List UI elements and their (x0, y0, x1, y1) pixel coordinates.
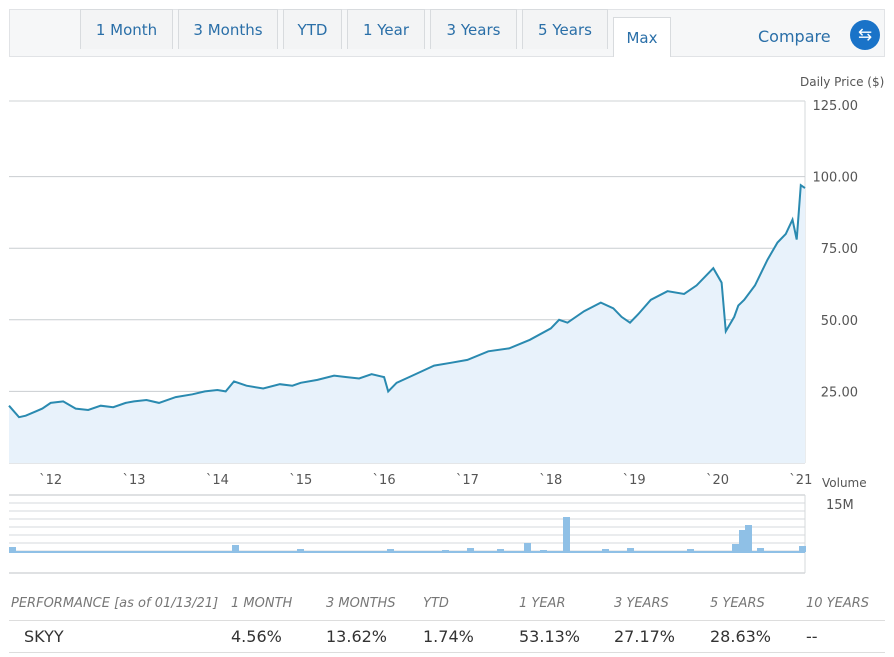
volume-bar (297, 549, 304, 552)
perf-value-3-years: 27.17% (614, 627, 676, 646)
volume-bar (757, 548, 764, 552)
x-tick-label: `13 (123, 473, 146, 488)
perf-col-10-years: 10 YEARS (806, 596, 870, 611)
volume-bar (732, 544, 739, 552)
volume-bar (9, 547, 16, 552)
volume-axis-title: Volume (822, 476, 867, 490)
volume-tick-label: 15M (826, 498, 854, 513)
x-tick-label: `15 (289, 473, 312, 488)
volume-bar (540, 550, 547, 552)
volume-bar (745, 525, 752, 552)
y-tick-label: 75.00 (821, 242, 858, 257)
y-tick-label: 25.00 (821, 385, 858, 400)
tab-3-years[interactable]: 3 Years (430, 9, 517, 49)
y-tick-label: 50.00 (821, 314, 858, 329)
perf-value-5-years: 28.63% (710, 627, 772, 646)
volume-bar (467, 548, 474, 552)
volume-bar (799, 546, 806, 552)
perf-col-3-years: 3 YEARS (614, 596, 669, 611)
y-tick-label: 125.00 (813, 99, 859, 114)
swap-arrows-icon[interactable]: ⇆ (850, 20, 880, 50)
performance-header-label: PERFORMANCE [as of 01/13/21] (11, 596, 219, 611)
perf-col-ytd: YTD (423, 596, 449, 611)
perf-value-ytd: 1.74% (423, 627, 474, 646)
price-area-fill (9, 185, 805, 463)
x-tick-label: `12 (39, 473, 62, 488)
y-tick-label: 100.00 (813, 171, 859, 186)
perf-col-3-months: 3 MONTHS (326, 596, 396, 611)
volume-bar (627, 548, 634, 552)
x-tick-label: `20 (706, 473, 729, 488)
perf-value-10-years: -- (806, 627, 818, 646)
tab-1-year[interactable]: 1 Year (347, 9, 425, 49)
volume-bar (687, 549, 694, 552)
perf-col-1-year: 1 YEAR (519, 596, 566, 611)
volume-bar (442, 550, 449, 552)
perf-col-1-month: 1 MONTH (231, 596, 293, 611)
perf-ticker: SKYY (24, 627, 64, 646)
compare-link[interactable]: Compare (758, 27, 831, 46)
perf-value-1-year: 53.13% (519, 627, 581, 646)
perf-divider-bottom (9, 652, 885, 653)
tab-5-years[interactable]: 5 Years (522, 9, 608, 49)
perf-value-3-months: 13.62% (326, 627, 388, 646)
volume-bar (602, 549, 609, 552)
perf-divider (9, 620, 885, 621)
x-tick-label: `16 (373, 473, 396, 488)
volume-bar (497, 549, 504, 552)
x-tick-label: `18 (539, 473, 562, 488)
volume-bar (524, 543, 531, 552)
volume-bar (563, 517, 570, 552)
tab-3-months[interactable]: 3 Months (178, 9, 278, 49)
volume-bar (387, 549, 394, 552)
tab-ytd[interactable]: YTD (283, 9, 342, 49)
perf-value-1-month: 4.56% (231, 627, 282, 646)
x-tick-label: `21 (789, 473, 812, 488)
x-tick-label: `19 (623, 473, 646, 488)
tab-max[interactable]: Max (613, 17, 671, 57)
tab-1-month[interactable]: 1 Month (80, 9, 173, 49)
price-line (8, 183, 806, 419)
perf-col-5-years: 5 YEARS (710, 596, 765, 611)
x-tick-label: `17 (456, 473, 479, 488)
volume-bar (232, 545, 239, 552)
volume-bar (739, 530, 746, 552)
price-axis-title: Daily Price ($) (800, 75, 885, 89)
x-tick-label: `14 (206, 473, 229, 488)
